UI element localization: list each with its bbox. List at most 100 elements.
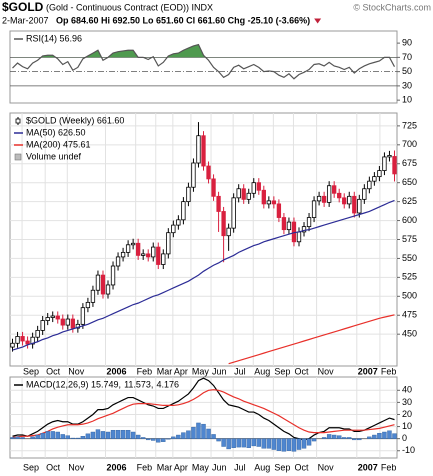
plot-area xyxy=(10,43,397,87)
y-tick-label: 40 xyxy=(402,385,412,395)
histogram-bar xyxy=(55,431,60,439)
candle-body xyxy=(276,203,282,218)
candle-body xyxy=(342,197,347,205)
histogram-bar xyxy=(216,438,221,442)
histogram-bar xyxy=(231,438,236,448)
histogram-bar xyxy=(311,438,317,442)
candle-body xyxy=(256,182,261,191)
series-line xyxy=(12,199,395,351)
candle-body xyxy=(206,165,211,180)
candle-body xyxy=(392,156,397,175)
histogram-bar xyxy=(271,438,277,450)
x-tick-label: Feb xyxy=(137,366,153,376)
y-tick-label: 20 xyxy=(402,409,412,419)
y-tick-label: 500 xyxy=(402,291,417,301)
histogram-bar xyxy=(372,434,377,439)
candle-body xyxy=(186,186,191,203)
y-tick-label: 30 xyxy=(402,397,412,407)
histogram-bar xyxy=(196,422,201,439)
histogram-bar xyxy=(75,437,81,439)
x-tick-label: Jun xyxy=(212,462,227,472)
histogram-bar xyxy=(392,433,397,439)
histogram-bar xyxy=(95,429,101,439)
x-tick-label: Oct xyxy=(294,366,309,376)
y-tick-label: 450 xyxy=(402,329,417,339)
candle-body xyxy=(337,192,342,199)
histogram-bar xyxy=(367,436,372,439)
y-tick-label: -10 xyxy=(402,445,415,455)
x-tick-label: Aug xyxy=(254,366,270,376)
down-arrow xyxy=(314,18,322,24)
histogram-bar xyxy=(241,438,246,448)
y-tick-label: 70 xyxy=(402,52,412,62)
candle-body xyxy=(246,192,251,200)
y-tick-label: 675 xyxy=(402,158,417,168)
candle-body xyxy=(110,265,116,286)
histogram-bar xyxy=(321,437,327,439)
histogram-bar xyxy=(110,429,116,439)
histogram-bar xyxy=(377,433,382,439)
candle-body xyxy=(326,185,332,203)
candle-body xyxy=(90,289,96,303)
x-tick-label: Nov xyxy=(68,366,85,376)
candle-body xyxy=(171,224,176,234)
y-tick-label: 600 xyxy=(402,215,417,225)
candle-body xyxy=(70,318,75,329)
histogram-bar xyxy=(191,426,196,439)
candle-body xyxy=(45,317,50,321)
candle-body xyxy=(120,251,126,258)
candle-body xyxy=(20,336,25,342)
x-tick-label: Apr xyxy=(174,462,188,472)
histogram-bar xyxy=(105,431,111,439)
symbol: $GOLD xyxy=(2,0,44,14)
histogram-bar xyxy=(45,431,50,439)
candle-body xyxy=(387,155,392,158)
candle-body xyxy=(50,315,55,318)
histogram-bar xyxy=(161,438,166,442)
x-tick-label: Jul xyxy=(234,462,246,472)
series-line xyxy=(12,43,396,80)
y-tick-label: 90 xyxy=(402,37,412,47)
x-tick-label: May xyxy=(192,462,210,472)
y-tick-label: 0 xyxy=(402,433,407,443)
candle-body xyxy=(261,189,266,205)
legend-icon xyxy=(14,153,22,161)
x-tick-label: Oct xyxy=(294,462,309,472)
histogram-bar xyxy=(301,438,307,449)
x-tick-label: May xyxy=(192,366,210,376)
x-tick-label: Feb xyxy=(381,366,397,376)
candle-body xyxy=(367,180,372,190)
legend-label: MACD(12,26,9) 15.749, xyxy=(26,379,121,389)
x-tick-label: Apr xyxy=(174,366,188,376)
histogram-bar xyxy=(166,438,171,440)
candle-body xyxy=(211,178,216,197)
candle-body xyxy=(281,217,287,231)
y-tick-label: 575 xyxy=(402,234,417,244)
legend-label: 11.573, xyxy=(124,379,153,389)
candle-body xyxy=(80,307,86,325)
plot-area xyxy=(10,377,397,458)
histogram-bar xyxy=(146,438,151,441)
candle-body xyxy=(362,188,367,200)
histogram-bar xyxy=(347,437,352,439)
candle-body xyxy=(352,195,357,214)
candle-body xyxy=(191,162,196,188)
y-tick-label: 50 xyxy=(402,66,412,76)
histogram-bar xyxy=(342,437,347,439)
candle-body xyxy=(216,195,221,212)
histogram-bar xyxy=(281,438,287,452)
histogram-bar xyxy=(306,438,312,446)
histogram-bar xyxy=(70,437,76,439)
histogram-bar xyxy=(80,436,86,439)
x-tick-label: Sep xyxy=(274,366,290,376)
legend-label: $GOLD (Weekly) 661.60 xyxy=(26,115,124,125)
histogram-bar xyxy=(181,432,186,439)
y-tick-label: 10 xyxy=(402,421,412,431)
series-line xyxy=(228,314,395,365)
legend-icon xyxy=(15,118,21,124)
candle-body xyxy=(251,182,256,194)
candle-body xyxy=(372,176,377,182)
x-tick-label: 2006 xyxy=(106,366,126,376)
histogram-bar xyxy=(156,438,161,443)
histogram-bar xyxy=(261,438,267,449)
